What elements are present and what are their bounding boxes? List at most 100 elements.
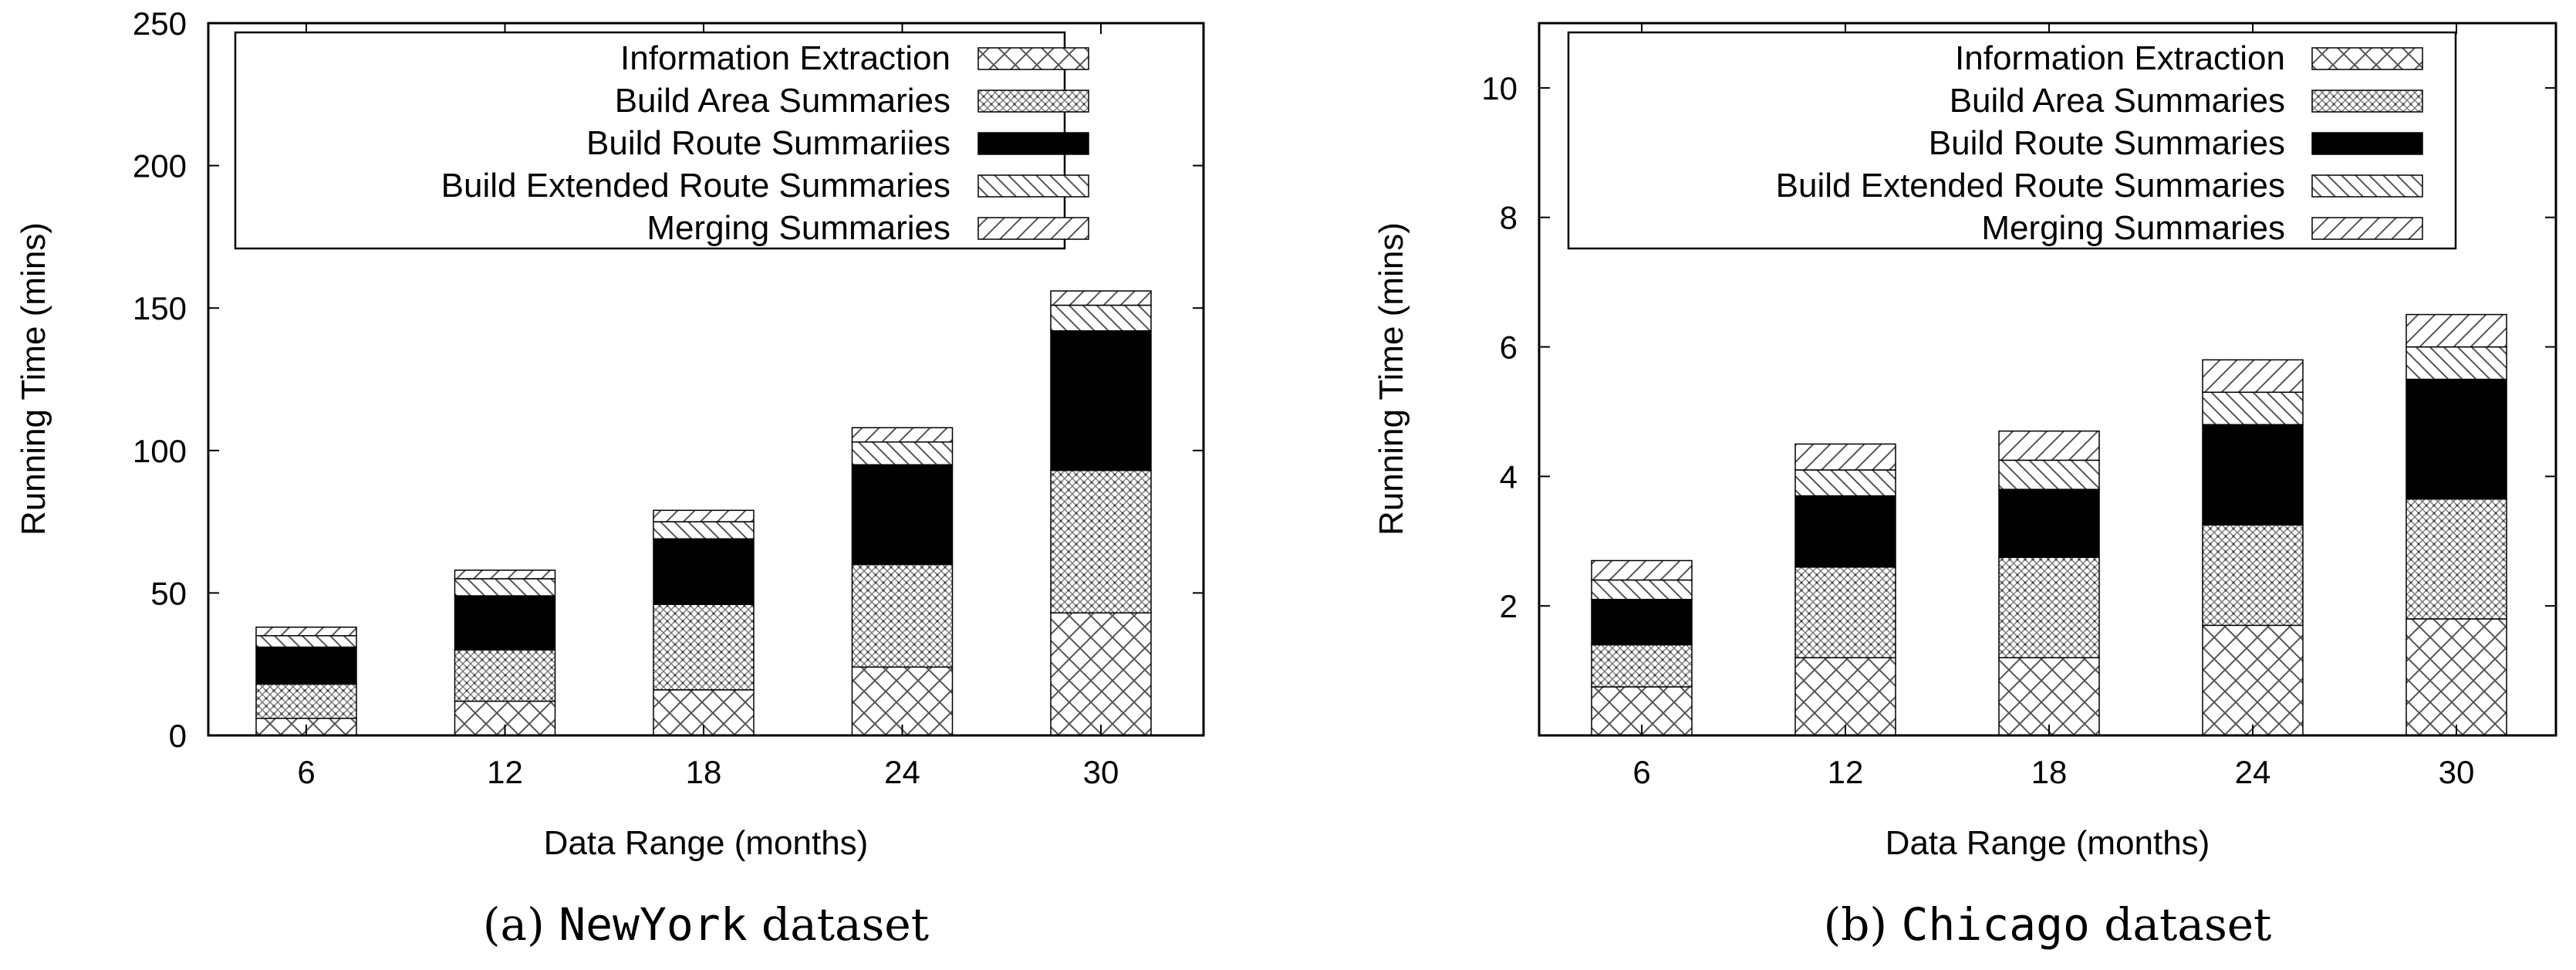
chart-newyork-xtick-label-12: 12 [487,754,523,790]
chart-newyork-bar-30-seg-4 [1050,304,1152,332]
chart-chicago-bar-18-seg-1 [1998,657,2100,736]
chart-chicago-legend-label-2: Build Area Summaries [1950,82,2285,120]
chart-newyork-ylabel: Running Time (mins) [15,222,52,536]
chart-newyork-xtick-label-6: 6 [297,754,315,790]
chart-chicago-legend-swatch-5 [2311,217,2423,240]
chart-newyork-legend-swatch-3 [977,132,1089,155]
chart-chicago-bar-12-seg-4 [1794,469,1896,497]
chart-newyork-legend-swatch-2 [977,90,1089,113]
chart-newyork-ytick-label-250: 250 [133,5,187,42]
chart-chicago-bar-18-seg-5 [1998,430,2100,461]
chart-chicago-bar-30-seg-1 [2406,618,2507,736]
chart-chicago-xtick-label-12: 12 [1828,754,1864,790]
chart-newyork-xlabel: Data Range (months) [544,824,869,862]
chart-chicago-caption-label: (b) Chicago dataset [1824,898,2272,951]
chart-chicago-bar-30-seg-3 [2406,378,2507,500]
chart-chicago-bar-24-seg-2 [2202,524,2304,627]
chart-chicago-legend-box [1567,31,2457,250]
chart-chicago-ytick-label-6: 6 [1500,330,1518,366]
chart-chicago-legend-swatch-3 [2311,132,2423,155]
chart-chicago-ytick-label-2: 2 [1500,588,1518,624]
chart-newyork-bar-24-seg-2 [851,563,954,668]
chart-chicago-legend-label-4: Build Extended Route Summaries [1776,167,2285,204]
chart-newyork-legend-label-1: Information Extraction [620,39,950,77]
chart-chicago-xtick-label-30: 30 [2439,754,2475,790]
chart-chicago-bar-24-seg-5 [2202,359,2304,394]
chart-chicago-bar-24-seg-4 [2202,391,2304,425]
chart-chicago-bar-12-seg-1 [1794,657,1896,736]
chart-newyork-bar-30-seg-3 [1050,330,1152,471]
chart-newyork-xtick-label-24: 24 [884,754,920,790]
chart-newyork-bar-24-seg-4 [851,441,954,466]
chart-chicago-legend-label-3: Build Route Summaries [1929,124,2285,162]
chart-chicago-caption-dataset: Chicago [1901,898,2089,951]
chart-chicago-bar-12-seg-2 [1794,566,1896,659]
chart-newyork-bar-30-seg-2 [1050,469,1152,613]
chart-newyork-ytick-label-200: 200 [133,148,187,184]
chart-chicago-xtick-label-24: 24 [2235,754,2271,790]
chart-newyork-caption-label: (a) NewYork dataset [483,898,929,951]
chart-newyork-bar-18-seg-3 [653,538,755,605]
chart-chicago-legend-label-1: Information Extraction [1955,39,2285,77]
chart-newyork-frame [207,22,1205,737]
chart-newyork-legend-label-2: Build Area Summaries [615,82,950,120]
chart-newyork-bar-6-seg-4 [255,635,357,648]
chart-newyork-legend-label-3: Build Route Summariies [586,124,950,162]
chart-newyork: 6 12 18 24 30 0 50 100 150 200 250 Information Ext… [15,5,1205,951]
chart-newyork-legend-box [234,31,1066,250]
chart-chicago-bar-24-seg-1 [2202,624,2304,736]
chart-newyork-bar-24-seg-1 [851,666,954,736]
chart-newyork-ytick-label-50: 50 [150,575,187,611]
chart-chicago-frame [1538,22,2557,737]
chart-newyork-legend-swatch-4 [977,174,1089,198]
chart-newyork-caption-dataset: NewYork [559,898,748,951]
chart-newyork-bar-30-seg-5 [1050,290,1152,306]
chart-chicago-xtick-label-18: 18 [2031,754,2068,790]
chart-newyork-bar-18-seg-4 [653,521,755,540]
chart-chicago-bar-6-seg-5 [1591,559,1693,581]
chart-newyork-xtick-label-18: 18 [686,754,722,790]
chart-chicago-legend-swatch-1 [2311,47,2423,70]
chart-chicago-ytick-label-10: 10 [1481,70,1518,106]
chart-chicago-bar-30-seg-4 [2406,346,2507,380]
chart-newyork-bar-24-seg-3 [851,464,954,566]
chart-chicago-bar-24-seg-3 [2202,424,2304,526]
chart-chicago-xlabel: Data Range (months) [1886,824,2210,862]
chart-chicago-bar-6-seg-2 [1591,644,1693,688]
chart-chicago-bar-30-seg-5 [2406,313,2507,348]
chart-chicago-ytick-label-8: 8 [1500,200,1518,236]
chart-chicago-bar-12-seg-5 [1794,443,1896,471]
chart-newyork-legend-label-4: Build Extended Route Summaries [441,167,950,204]
chart-chicago-bar-18-seg-2 [1998,556,2100,659]
chart-newyork-bar-12-seg-2 [454,649,556,702]
chart-newyork-bar-6-seg-2 [255,683,357,719]
chart-chicago-bar-12-seg-3 [1794,495,1896,568]
chart-newyork-bar-12-seg-5 [454,569,556,580]
chart-newyork-plot: 6 12 18 24 30 0 50 100 150 200 250 [133,5,1204,790]
chart-chicago-bar-18-seg-4 [1998,459,2100,490]
chart-newyork-legend-label-5: Merging Summaries [647,209,950,247]
chart-newyork-bar-18-seg-2 [653,603,755,691]
chart-chicago-bar-6-seg-4 [1591,579,1693,600]
chart-chicago-legend-swatch-2 [2311,90,2423,113]
chart-newyork-bar-30-seg-1 [1050,612,1152,736]
chart-chicago-legend-swatch-4 [2311,174,2423,198]
chart-newyork-bar-12-seg-3 [454,595,556,651]
chart-newyork-ytick-label-0: 0 [169,718,187,754]
chart-chicago-xtick-label-6: 6 [1632,754,1650,790]
chart-newyork-bar-6-seg-5 [255,626,357,637]
chart-chicago-ytick-label-4: 4 [1500,458,1518,495]
chart-chicago-bar-18-seg-3 [1998,488,2100,558]
chart-chicago-legend-label-5: Merging Summaries [1981,209,2285,247]
chart-chicago-ylabel: Running Time (mins) [1372,222,1410,536]
chart-newyork-ytick-label-100: 100 [133,433,187,469]
chart-newyork-legend-swatch-1 [977,47,1089,70]
chart-chicago-bar-6-seg-3 [1591,599,1693,646]
chart-newyork-bar-6-seg-3 [255,646,357,685]
chart-newyork-bar-18-seg-5 [653,509,755,522]
chart-newyork-bar-12-seg-4 [454,578,556,597]
